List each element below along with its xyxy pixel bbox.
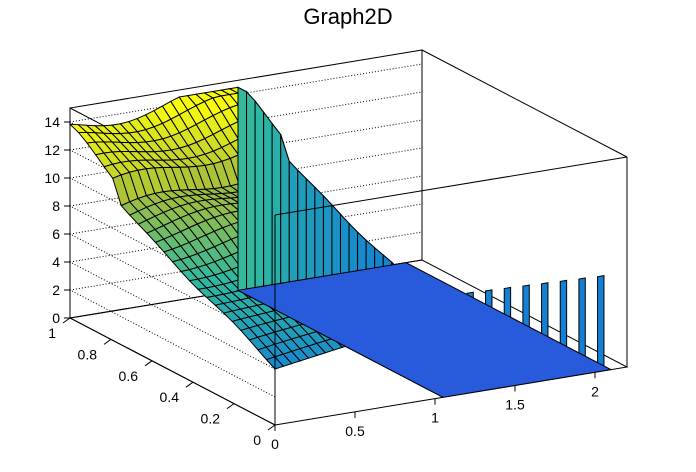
- z-tick-label: 6: [52, 226, 60, 242]
- grid-line: [69, 203, 423, 263]
- grid-line: [69, 205, 276, 314]
- chart-title: Graph2D: [303, 4, 392, 29]
- y-tick-label: 0.2: [201, 411, 221, 427]
- step-face: [254, 99, 265, 305]
- z-tick-label: 10: [44, 170, 60, 186]
- z-tick-label: 4: [52, 254, 60, 270]
- z-tick-label: 12: [44, 142, 60, 158]
- surface-mesh: [68, 86, 613, 399]
- grid-line: [69, 177, 276, 286]
- z-tick-label: 8: [52, 198, 60, 214]
- grid-line: [69, 63, 423, 123]
- front-edge: [421, 49, 628, 158]
- front-edge: [274, 156, 628, 216]
- y-tick-mark: [62, 317, 71, 324]
- y-tick-mark: [226, 403, 235, 410]
- y-tick-mark: [267, 424, 276, 431]
- y-tick-mark: [185, 381, 194, 388]
- grid-line: [69, 149, 276, 258]
- front-frame: [274, 49, 628, 425]
- x-tick-label: 0.5: [345, 423, 365, 439]
- y-tick-label: 0.8: [78, 346, 98, 362]
- x-tick-label: 1: [431, 410, 439, 426]
- x-tick-label: 2: [591, 383, 599, 399]
- y-tick-label: 1: [48, 325, 56, 341]
- grid-line: [69, 91, 423, 151]
- step-face: [237, 86, 248, 296]
- grid-line: [69, 233, 276, 342]
- grid-line: [69, 289, 276, 398]
- grid-line: [69, 147, 423, 207]
- grid-line: [69, 175, 423, 235]
- z-tick-label: 0: [52, 310, 60, 326]
- y-tick-label: 0.6: [119, 368, 139, 384]
- floor-surface: [236, 262, 613, 398]
- grid-line: [69, 261, 276, 370]
- z-tick-label: 2: [52, 282, 60, 298]
- step-face: [263, 110, 273, 309]
- step-face: [246, 90, 256, 301]
- y-tick-label: 0.4: [160, 389, 180, 405]
- z-tick-label: 14: [44, 114, 60, 130]
- x-tick-label: 0: [271, 436, 279, 452]
- x-tick-label: 1.5: [505, 396, 525, 412]
- bar-face: [597, 274, 605, 370]
- grid-line: [69, 119, 423, 179]
- y-tick-label: 0: [253, 432, 261, 448]
- y-tick-mark: [103, 338, 112, 345]
- y-tick-mark: [144, 360, 153, 367]
